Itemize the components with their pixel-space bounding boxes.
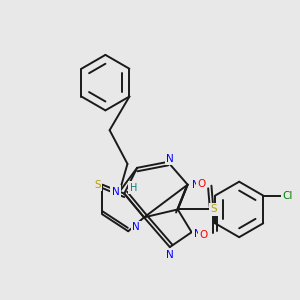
Text: N: N: [166, 154, 174, 164]
Text: O: O: [200, 230, 208, 240]
Text: Cl: Cl: [283, 190, 293, 201]
Text: H: H: [130, 183, 137, 193]
Text: N: N: [132, 222, 140, 232]
Text: N: N: [194, 229, 201, 239]
Text: S: S: [210, 204, 217, 214]
Text: N: N: [112, 187, 119, 196]
Text: N: N: [192, 180, 200, 190]
Text: N: N: [166, 250, 174, 260]
Text: O: O: [197, 179, 206, 189]
Text: S: S: [94, 180, 101, 190]
